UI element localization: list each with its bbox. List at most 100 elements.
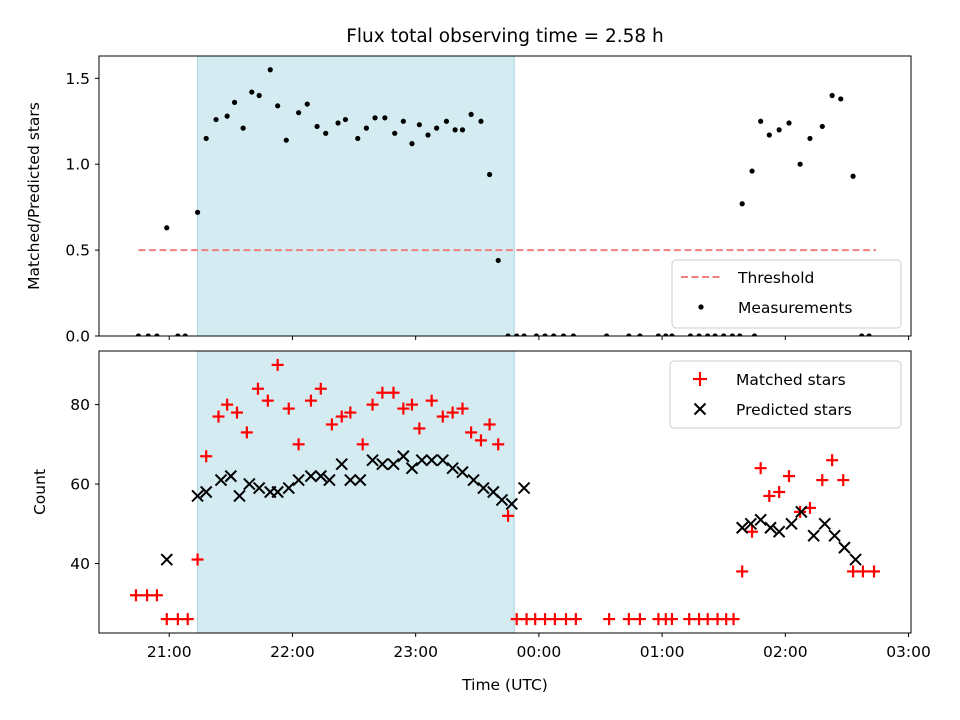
matched-star-marker	[231, 406, 244, 419]
measurement-point	[249, 89, 255, 95]
predicted-star-marker	[764, 521, 777, 534]
matched-star-marker	[413, 422, 426, 435]
measurement-point	[637, 333, 643, 336]
predicted-star-marker	[795, 505, 808, 519]
matched-star-marker	[181, 613, 194, 626]
bottom-legend-box	[669, 360, 902, 429]
measurement-point	[275, 103, 281, 109]
top-shade-rect	[197, 56, 515, 336]
matched-star-marker	[221, 398, 234, 411]
predicted-star-marker	[397, 450, 410, 463]
measurement-point	[776, 127, 782, 133]
predicted-star-marker	[335, 457, 348, 471]
matched-star-marker	[773, 486, 786, 498]
matched-star-marker	[271, 358, 284, 371]
measurement-point	[416, 122, 422, 128]
top-y-tick-label: 0.0	[65, 328, 90, 346]
predicted-star-marker	[252, 481, 266, 495]
x-tick-label: 22:00	[270, 643, 315, 661]
measurement-point	[267, 67, 273, 73]
measurement-point	[145, 333, 151, 336]
measurement-point	[850, 173, 856, 179]
matched-star-marker	[483, 418, 496, 431]
matched-star-marker	[240, 426, 253, 439]
bottom-shade-rect	[197, 351, 515, 633]
measurement-point	[478, 118, 484, 124]
measurement-point	[737, 333, 743, 336]
matched-star-marker	[837, 474, 850, 487]
legend-matched-swatch	[693, 372, 707, 386]
top-legend-box	[671, 259, 902, 329]
measurement-point	[687, 333, 694, 336]
predicted-star-marker	[387, 457, 400, 471]
measurement-point	[604, 333, 610, 336]
matched-star-marker	[826, 454, 839, 467]
measurement-point	[766, 132, 772, 138]
measurement-point	[335, 120, 341, 126]
predicted-star-marker	[160, 553, 173, 566]
predicted-star-markers	[160, 450, 862, 566]
measurement-point	[696, 333, 702, 336]
measurement-point	[866, 333, 872, 336]
predicted-star-marker	[304, 469, 318, 483]
matched-star-marker	[816, 474, 829, 487]
predicted-star-marker	[323, 473, 336, 487]
measurement-point	[459, 127, 466, 133]
matched-star-marker	[425, 394, 438, 407]
measurement-point	[240, 125, 246, 131]
measurement-point	[154, 333, 160, 336]
legend-predicted-swatch	[693, 402, 707, 416]
measurement-point	[829, 92, 835, 99]
top-y-tick-label: 0.5	[65, 242, 90, 260]
matched-star-marker	[292, 438, 305, 451]
predicted-star-marker	[754, 513, 767, 527]
measurement-point	[797, 161, 803, 167]
measurement-point	[533, 333, 540, 336]
measurement-point	[514, 333, 520, 336]
matched-star-marker	[727, 613, 740, 626]
predicted-star-marker	[517, 481, 531, 495]
measurement-point	[570, 333, 576, 336]
measurement-point	[807, 135, 813, 142]
predicted-star-marker	[271, 485, 284, 499]
predicted-star-marker	[366, 454, 379, 467]
measurement-point	[434, 125, 440, 131]
matched-star-marker	[603, 613, 616, 626]
bottom-axes-frame	[98, 350, 912, 634]
measurement-point	[382, 115, 388, 121]
predicted-star-marker	[467, 473, 480, 487]
measurement-point	[409, 141, 415, 147]
matched-star-marker	[665, 613, 678, 626]
matched-star-marker	[251, 382, 264, 395]
matched-star-marker	[736, 565, 749, 578]
measurement-point	[663, 333, 669, 336]
measurement-point	[392, 130, 398, 136]
bottom-y-tick-label: 60	[70, 476, 90, 494]
matched-star-marker	[465, 426, 478, 439]
bottom-shaded-region	[197, 351, 515, 633]
predicted-star-marker	[505, 497, 518, 511]
measurement-point	[669, 333, 675, 336]
matched-star-marker	[366, 398, 379, 411]
measurement-points	[135, 67, 872, 336]
chart-title: Flux total observing time = 2.58 h	[346, 26, 664, 47]
x-tick-label: 21:00	[147, 643, 192, 661]
matched-star-marker	[191, 553, 204, 566]
measurement-point	[342, 116, 349, 123]
matched-star-marker	[200, 450, 213, 463]
predicted-star-marker	[436, 454, 449, 467]
matched-star-marker	[376, 386, 389, 399]
predicted-star-marker	[214, 473, 228, 487]
predicted-star-marker	[772, 525, 786, 538]
measurement-point	[213, 116, 219, 123]
matched-star-marker	[548, 613, 561, 626]
matched-star-marker	[387, 386, 400, 399]
measurement-point	[721, 333, 727, 336]
measurement-point	[838, 96, 844, 102]
bottom-x-ticks: 21:00 22:00 23:00 00:00 01:00 02:00 03:00	[147, 633, 931, 661]
matched-star-marker	[746, 525, 759, 538]
matched-star-marker	[212, 410, 225, 423]
x-tick-label: 01:00	[640, 643, 685, 661]
measurement-point	[135, 333, 142, 336]
predicted-star-marker	[376, 457, 389, 471]
